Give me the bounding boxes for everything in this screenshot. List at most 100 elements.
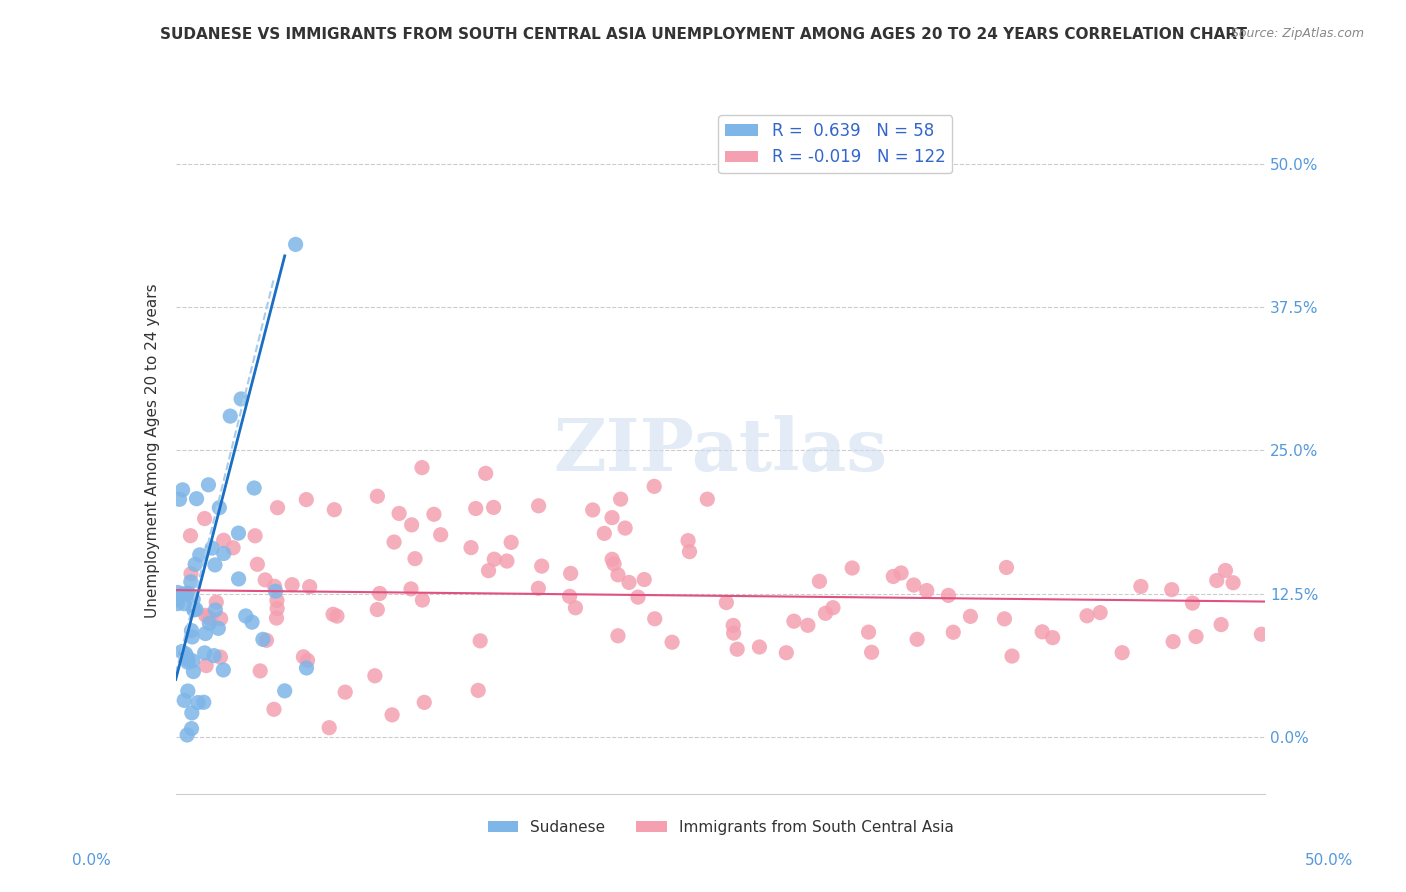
Point xyxy=(228,526,250,541)
Point xyxy=(1031,624,1053,639)
Point xyxy=(166,591,188,605)
Point xyxy=(643,479,665,493)
Point xyxy=(797,618,820,632)
Point xyxy=(661,635,683,649)
Point xyxy=(496,554,519,568)
Point xyxy=(197,609,219,624)
Point xyxy=(180,722,202,736)
Point xyxy=(814,607,837,621)
Point xyxy=(194,608,217,623)
Point xyxy=(723,626,745,640)
Point xyxy=(177,653,200,667)
Point xyxy=(942,625,965,640)
Point xyxy=(617,575,640,590)
Point xyxy=(295,492,318,507)
Point xyxy=(183,603,205,617)
Legend: Sudanese, Immigrants from South Central Asia: Sudanese, Immigrants from South Central … xyxy=(481,814,960,841)
Point xyxy=(603,557,626,571)
Point xyxy=(1129,579,1152,593)
Point xyxy=(179,529,201,543)
Point xyxy=(399,582,422,596)
Point xyxy=(263,702,285,716)
Point xyxy=(266,601,288,615)
Point xyxy=(938,588,960,602)
Point xyxy=(470,633,492,648)
Point xyxy=(205,595,228,609)
Point xyxy=(748,640,770,654)
Point xyxy=(212,663,235,677)
Point xyxy=(173,597,195,611)
Point xyxy=(256,633,278,648)
Point xyxy=(184,602,207,616)
Point xyxy=(1088,606,1111,620)
Point xyxy=(527,499,550,513)
Point xyxy=(193,695,215,709)
Point xyxy=(501,535,523,549)
Point xyxy=(1076,608,1098,623)
Point xyxy=(582,503,605,517)
Point xyxy=(1111,646,1133,660)
Point xyxy=(1215,564,1237,578)
Point xyxy=(411,593,433,607)
Point xyxy=(240,615,263,630)
Point xyxy=(180,566,202,581)
Point xyxy=(231,392,253,406)
Point xyxy=(1209,617,1232,632)
Point xyxy=(188,548,211,562)
Point xyxy=(264,584,287,599)
Point xyxy=(204,558,226,572)
Point xyxy=(194,511,217,525)
Point xyxy=(593,526,616,541)
Point xyxy=(200,612,222,626)
Point xyxy=(411,460,433,475)
Point xyxy=(808,574,831,589)
Point xyxy=(482,500,505,515)
Point xyxy=(841,561,863,575)
Point xyxy=(166,597,188,611)
Point xyxy=(368,586,391,600)
Point xyxy=(266,593,288,607)
Point xyxy=(905,632,928,647)
Point xyxy=(915,583,938,598)
Point xyxy=(195,658,218,673)
Point xyxy=(209,650,232,665)
Point xyxy=(366,602,388,616)
Point xyxy=(187,696,209,710)
Point xyxy=(1042,631,1064,645)
Point xyxy=(201,541,224,555)
Point xyxy=(222,541,245,555)
Point xyxy=(474,467,496,481)
Point xyxy=(614,521,637,535)
Point xyxy=(882,569,904,583)
Point xyxy=(181,654,204,668)
Point xyxy=(263,579,285,593)
Point xyxy=(183,665,205,679)
Point xyxy=(165,592,187,607)
Point xyxy=(993,612,1015,626)
Point xyxy=(194,646,217,660)
Point xyxy=(627,590,650,604)
Point xyxy=(783,614,806,628)
Point xyxy=(995,560,1018,574)
Point xyxy=(364,669,387,683)
Point xyxy=(170,588,193,602)
Point xyxy=(381,707,404,722)
Point xyxy=(274,683,297,698)
Point xyxy=(298,580,321,594)
Point xyxy=(600,510,623,524)
Point xyxy=(429,527,451,541)
Point xyxy=(1181,596,1204,610)
Point xyxy=(678,544,700,558)
Point xyxy=(335,685,357,699)
Point xyxy=(169,492,191,507)
Point xyxy=(297,653,319,667)
Point xyxy=(284,237,307,252)
Point xyxy=(564,600,586,615)
Point xyxy=(181,592,204,607)
Point xyxy=(890,566,912,580)
Point xyxy=(1205,574,1227,588)
Point xyxy=(202,648,225,663)
Point xyxy=(467,683,489,698)
Point xyxy=(676,533,699,548)
Point xyxy=(821,600,844,615)
